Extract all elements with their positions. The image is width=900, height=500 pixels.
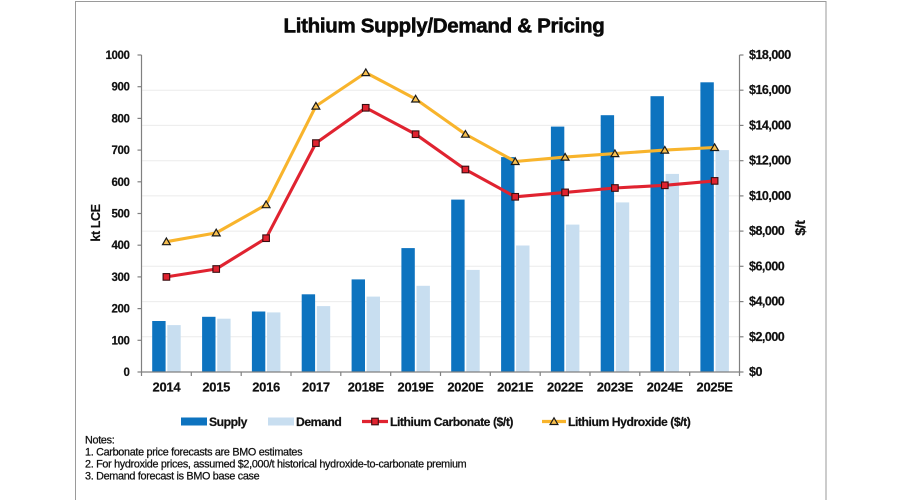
svg-text:Notes:: Notes: bbox=[85, 435, 115, 447]
svg-text:2016: 2016 bbox=[252, 380, 280, 395]
svg-text:Lithium Carbonate ($/t): Lithium Carbonate ($/t) bbox=[390, 415, 513, 429]
svg-text:$2,000: $2,000 bbox=[749, 330, 785, 344]
svg-text:$10,000: $10,000 bbox=[749, 189, 791, 203]
svg-text:600: 600 bbox=[112, 177, 130, 189]
svg-text:2017: 2017 bbox=[302, 380, 330, 395]
svg-text:800: 800 bbox=[112, 113, 130, 125]
svg-text:$18,000: $18,000 bbox=[749, 48, 791, 62]
svg-text:0: 0 bbox=[124, 367, 130, 379]
svg-text:2014: 2014 bbox=[153, 380, 182, 395]
svg-text:Demand: Demand bbox=[296, 415, 341, 429]
svg-text:2023E: 2023E bbox=[597, 380, 634, 395]
svg-text:2018E: 2018E bbox=[348, 380, 385, 395]
svg-text:300: 300 bbox=[112, 272, 130, 284]
svg-text:Lithium Hydroxide ($/t): Lithium Hydroxide ($/t) bbox=[568, 415, 691, 429]
svg-text:1000: 1000 bbox=[106, 50, 130, 62]
svg-text:200: 200 bbox=[112, 304, 130, 316]
svg-text:2022E: 2022E bbox=[547, 380, 584, 395]
svg-text:Lithium Supply/Demand & Pricin: Lithium Supply/Demand & Pricing bbox=[283, 15, 604, 38]
svg-text:$0: $0 bbox=[749, 365, 762, 379]
svg-text:2020E: 2020E bbox=[447, 380, 484, 395]
svg-text:500: 500 bbox=[112, 209, 130, 221]
svg-text:kt LCE: kt LCE bbox=[89, 204, 103, 241]
svg-text:2021E: 2021E bbox=[497, 380, 534, 395]
svg-text:900: 900 bbox=[112, 82, 130, 94]
svg-text:$14,000: $14,000 bbox=[749, 118, 791, 132]
svg-text:2025E: 2025E bbox=[697, 380, 734, 395]
svg-text:100: 100 bbox=[112, 335, 130, 347]
svg-text:400: 400 bbox=[112, 240, 130, 252]
svg-text:$/t: $/t bbox=[792, 220, 808, 236]
svg-text:Supply: Supply bbox=[209, 415, 248, 429]
svg-text:2019E: 2019E bbox=[398, 380, 435, 395]
svg-text:$6,000: $6,000 bbox=[749, 259, 785, 273]
svg-text:$8,000: $8,000 bbox=[749, 224, 785, 238]
svg-text:3. Demand forecast is BMO base: 3. Demand forecast is BMO base case bbox=[85, 471, 260, 483]
svg-text:$4,000: $4,000 bbox=[749, 295, 785, 309]
svg-text:700: 700 bbox=[112, 145, 130, 157]
svg-text:$16,000: $16,000 bbox=[749, 83, 791, 97]
svg-text:1. Carbonate price forecasts a: 1. Carbonate price forecasts are BMO est… bbox=[85, 447, 303, 459]
svg-text:2015: 2015 bbox=[202, 380, 230, 395]
svg-text:$12,000: $12,000 bbox=[749, 154, 791, 168]
svg-text:2. For hydroxide prices, assum: 2. For hydroxide prices, assumed $2,000/… bbox=[85, 459, 467, 471]
svg-text:2024E: 2024E bbox=[647, 380, 684, 395]
